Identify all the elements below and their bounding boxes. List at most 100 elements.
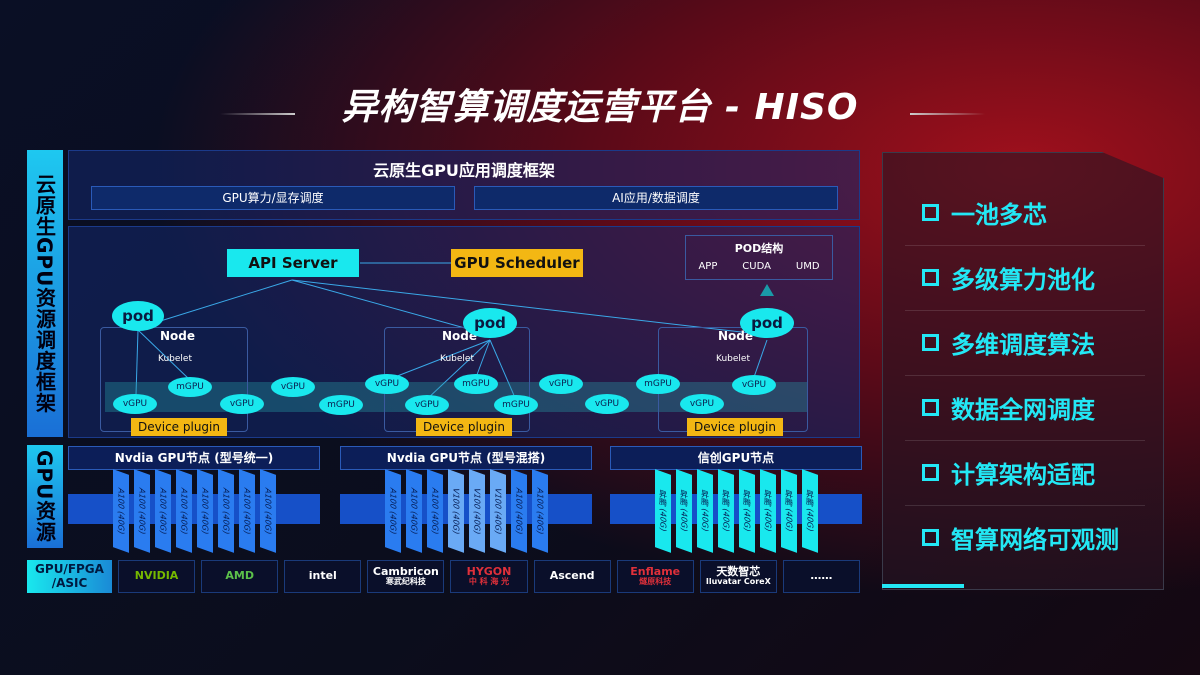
gpu-card: A100 (40G) <box>197 469 213 553</box>
vgpu-bubble: vGPU <box>539 374 583 394</box>
mgpu-bubble: mGPU <box>319 395 363 415</box>
mgpu-bubble: mGPU <box>168 377 212 397</box>
feature-label: 多级算力池化 <box>951 266 1095 294</box>
app-framework-panel: 云原生GPU应用调度框架 GPU算力/显存调度 AI应用/数据调度 <box>68 150 860 220</box>
features-panel <box>882 152 1164 590</box>
checkbox-icon <box>922 529 939 546</box>
up-arrow-icon <box>760 284 774 296</box>
vgpu-bubble: vGPU <box>113 394 157 414</box>
feature-label: 数据全网调度 <box>951 396 1095 424</box>
vendor-bar: GPU/FPGA /ASIC NVIDIA AMD intel Cambricon 寒武… <box>27 560 860 593</box>
vendor-logo: AMD <box>201 560 279 593</box>
feature-label: 计算架构适配 <box>951 461 1095 489</box>
vendor-name: …… <box>810 569 833 583</box>
node-label: Node <box>718 329 754 343</box>
vendor-logo: intel <box>284 560 362 593</box>
gpu-card: V100 (40G) <box>469 469 485 553</box>
vgpu-bubble: vGPU <box>585 394 629 414</box>
divider <box>905 505 1145 506</box>
divider <box>905 310 1145 311</box>
vendor-logo: 天数智芯 Iluvatar CoreX <box>699 560 777 593</box>
gpu-card: A100 (40G) <box>176 469 192 553</box>
gpu-card: V100 (40G) <box>490 469 506 553</box>
gpu-node-title: Nvdia GPU节点 (型号混搭) <box>340 446 592 470</box>
side-label-gpu: GPU资源 <box>27 445 63 548</box>
gpu-card: 昇腾 (40G) <box>781 469 797 553</box>
vgpu-bubble: vGPU <box>405 395 449 415</box>
gpu-card: A100 (40G) <box>134 469 150 553</box>
device-plugin-label: Device plugin <box>416 418 512 436</box>
checkbox-icon <box>922 334 939 351</box>
kubelet-label: Kubelet <box>158 354 192 364</box>
vendor-name: HYGON <box>466 565 512 579</box>
vendor-subname: 寒武纪科技 <box>385 577 426 587</box>
gpu-card: A100 (40G) <box>218 469 234 553</box>
pod-bubble: pod <box>112 301 164 331</box>
vendor-name: 天数智芯 <box>716 565 761 579</box>
vendor-label: GPU/FPGA /ASIC <box>27 560 112 593</box>
vendor-logo: Cambricon 寒武纪科技 <box>367 560 445 593</box>
divider <box>905 440 1145 441</box>
vendor-logo: …… <box>782 560 860 593</box>
vgpu-bubble: vGPU <box>271 377 315 397</box>
gpu-card: A100 (40G) <box>406 469 422 553</box>
vgpu-bubble: vGPU <box>365 374 409 394</box>
vgpu-bubble: vGPU <box>680 394 724 414</box>
vendor-logo: NVIDIA <box>118 560 196 593</box>
vendor-logo: Ascend <box>533 560 611 593</box>
device-plugin-label: Device plugin <box>131 418 227 436</box>
panel-accent <box>882 584 964 588</box>
mgpu-bubble: mGPU <box>494 395 538 415</box>
gpu-node-title: 信创GPU节点 <box>610 446 862 470</box>
vendor-name: NVIDIA <box>134 569 179 583</box>
gpu-card: A100 (40G) <box>239 469 255 553</box>
gpu-card: A100 (40G) <box>260 469 276 553</box>
gpu-card: A100 (40G) <box>385 469 401 553</box>
gpu-card: A100 (40G) <box>113 469 129 553</box>
feature-item: 多级算力池化 <box>922 260 1095 295</box>
gpu-scheduler-box: GPU Scheduler <box>451 249 583 277</box>
checkbox-icon <box>922 464 939 481</box>
gpu-node-strip <box>68 494 320 524</box>
gpu-card: 昇腾 (40G) <box>655 469 671 553</box>
divider <box>905 375 1145 376</box>
pod-structure-item: APP <box>698 261 718 272</box>
app-framework-item: GPU算力/显存调度 <box>91 186 455 210</box>
gpu-card: V100 (40G) <box>448 469 464 553</box>
gpu-card: A100 (40G) <box>532 469 548 553</box>
gpu-node-strip <box>340 494 592 524</box>
gpu-card: A100 (40G) <box>511 469 527 553</box>
kubelet-label: Kubelet <box>440 354 474 364</box>
feature-label: 一池多芯 <box>951 201 1047 229</box>
app-framework-title: 云原生GPU应用调度框架 <box>373 161 555 180</box>
app-framework-item: AI应用/数据调度 <box>474 186 838 210</box>
gpu-card: A100 (40G) <box>155 469 171 553</box>
divider <box>905 245 1145 246</box>
vgpu-bubble: vGPU <box>732 375 776 395</box>
side-label-framework: 云原生GPU资源调度框架 <box>27 150 63 437</box>
feature-label: 多维调度算法 <box>951 331 1095 359</box>
feature-item: 一池多芯 <box>922 195 1047 230</box>
checkbox-icon <box>922 269 939 286</box>
pod-structure-item: UMD <box>795 261 820 272</box>
gpu-card: 昇腾 (40G) <box>739 469 755 553</box>
pod-structure-title: POD结构 <box>734 242 784 255</box>
gpu-card: 昇腾 (40G) <box>802 469 818 553</box>
kubelet-label: Kubelet <box>716 354 750 364</box>
pod-structure-box: POD结构 APP CUDA UMD <box>685 235 833 280</box>
api-server-box: API Server <box>227 249 359 277</box>
mgpu-bubble: mGPU <box>636 374 680 394</box>
vendor-name: intel <box>308 569 337 583</box>
vgpu-bubble: vGPU <box>220 394 264 414</box>
gpu-node-title: Nvdia GPU节点 (型号统一) <box>68 446 320 470</box>
vendor-name: Ascend <box>549 569 595 583</box>
checkbox-icon <box>922 399 939 416</box>
node-label: Node <box>160 329 196 343</box>
gpu-node-strip <box>610 494 862 524</box>
checkbox-icon <box>922 204 939 221</box>
gpu-card: 昇腾 (40G) <box>718 469 734 553</box>
pod-structure-item: CUDA <box>742 261 771 272</box>
pod-bubble: pod <box>740 308 794 338</box>
vendor-name: AMD <box>225 569 254 583</box>
